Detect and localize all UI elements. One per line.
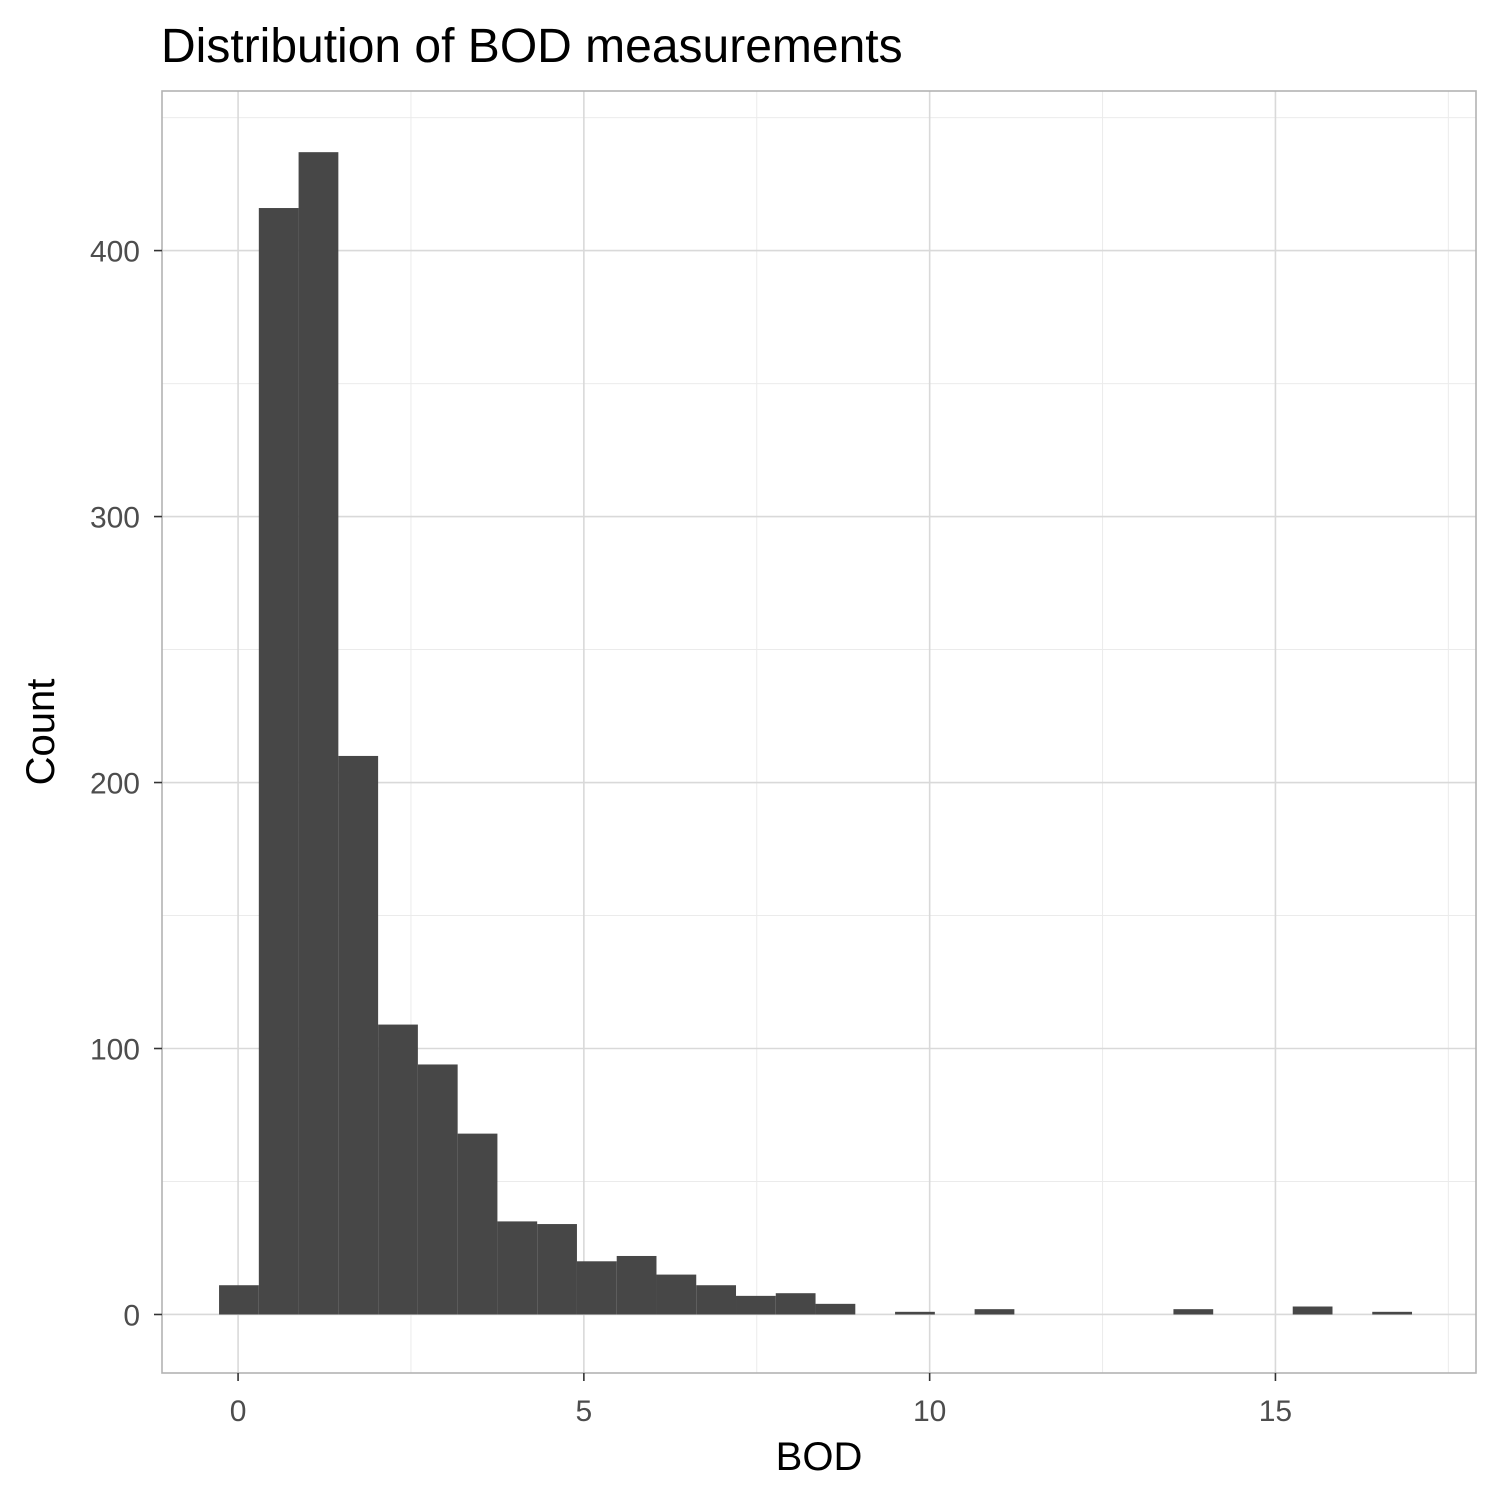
histogram-bar (219, 1285, 259, 1315)
chart-title: Distribution of BOD measurements (161, 20, 903, 73)
histogram-bar (656, 1274, 697, 1315)
histogram-bar (775, 1293, 816, 1315)
y-tick-label: 100 (90, 1034, 140, 1067)
x-tick-label: 5 (576, 1395, 593, 1428)
histogram-bar (338, 755, 379, 1315)
histogram-bar (258, 208, 299, 1315)
x-axis-ticks: 0 5 10 15 (230, 1373, 1292, 1428)
histogram-bar (1292, 1306, 1333, 1315)
histogram-bar (616, 1255, 657, 1315)
histogram-bar (696, 1285, 737, 1315)
histogram-bar (815, 1303, 856, 1315)
histogram-bar (417, 1064, 458, 1315)
histogram-bar (497, 1221, 538, 1315)
y-tick-label: 0 (123, 1299, 140, 1332)
histogram-bar (537, 1224, 577, 1315)
histogram-bar (1372, 1311, 1413, 1315)
histogram-bar (298, 152, 339, 1315)
y-axis-ticks: 0 100 200 300 400 (90, 236, 162, 1332)
histogram-bar (736, 1295, 776, 1315)
histogram-bar (378, 1024, 418, 1315)
y-tick-label: 400 (90, 236, 140, 269)
histogram-bar (576, 1261, 617, 1315)
histogram-bar (895, 1311, 935, 1315)
x-tick-label: 0 (230, 1395, 247, 1428)
x-axis-label: BOD (776, 1435, 863, 1479)
histogram-bar (457, 1133, 498, 1315)
y-axis-label: Count (19, 679, 63, 786)
y-tick-label: 200 (90, 768, 140, 801)
histogram-bar (974, 1309, 1015, 1315)
histogram-bars (219, 152, 1413, 1315)
x-tick-label: 15 (1259, 1395, 1292, 1428)
histogram-bar (1173, 1309, 1214, 1315)
y-tick-label: 300 (90, 502, 140, 535)
x-tick-label: 10 (913, 1395, 946, 1428)
panel-border (161, 90, 1477, 1374)
